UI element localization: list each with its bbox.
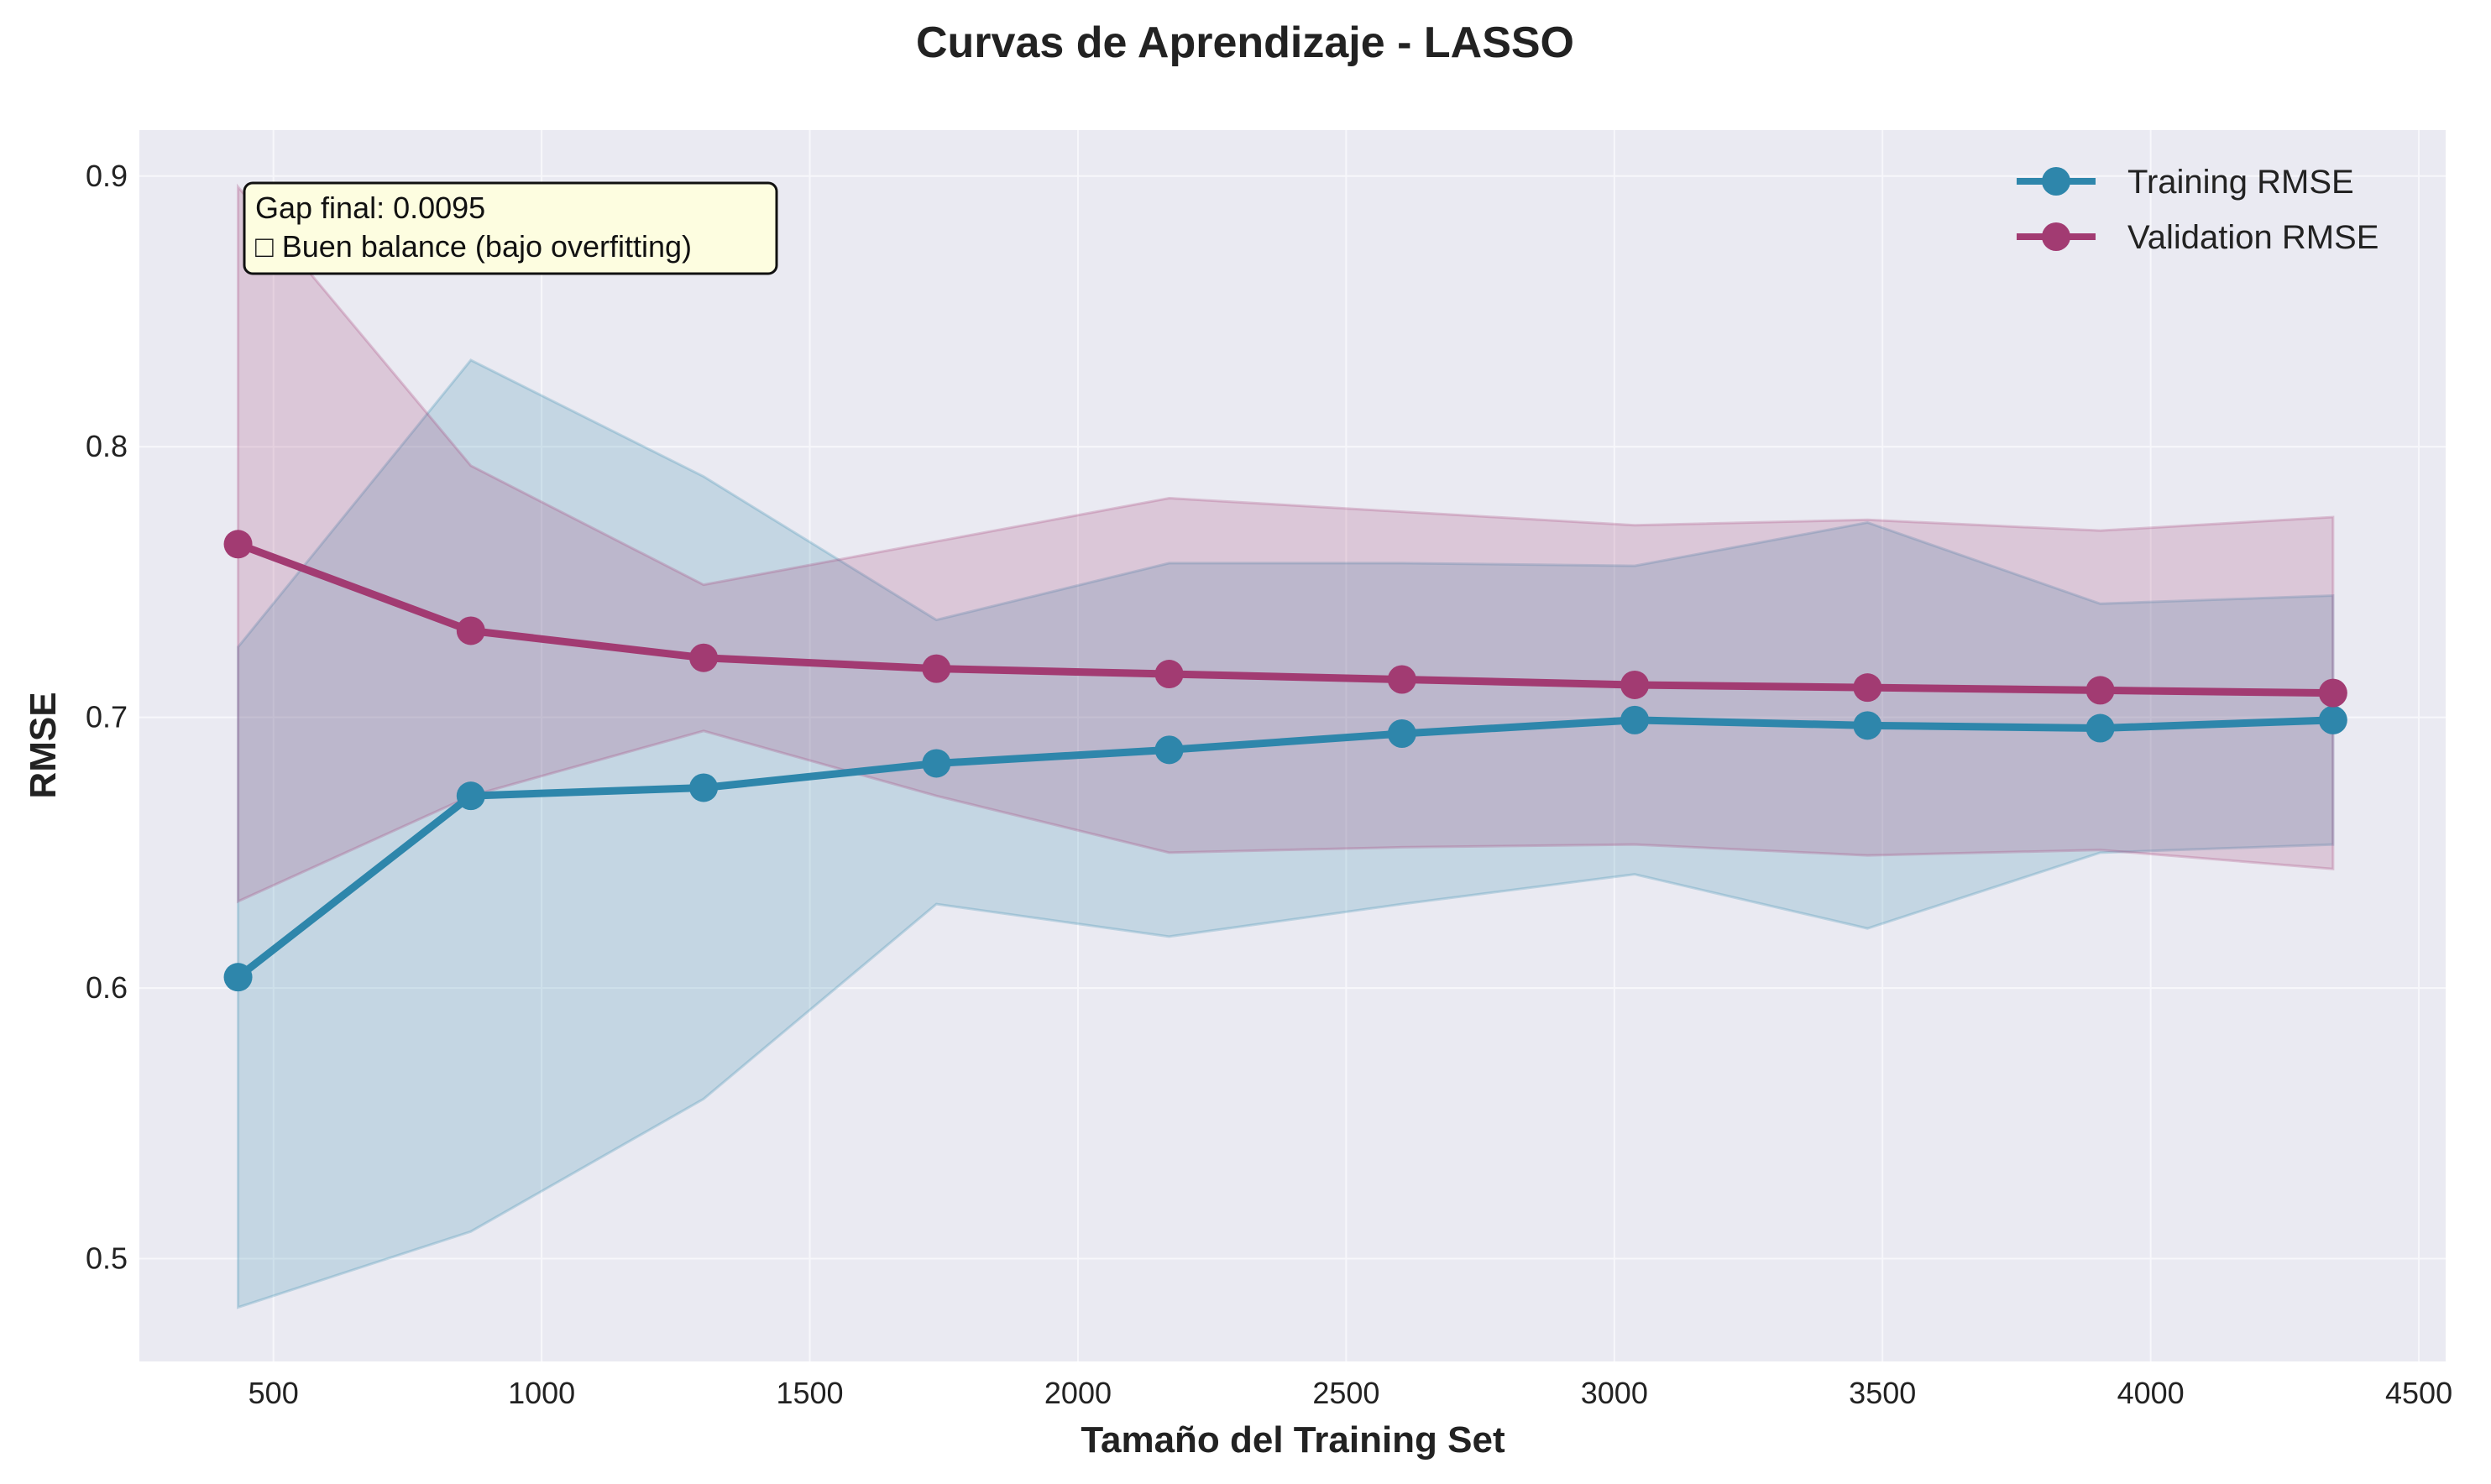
y-tick-label: 0.8 [86,429,128,463]
point-layer [223,530,2347,992]
validation-rmse-point [2085,676,2115,705]
x-tick-label: 500 [249,1376,299,1410]
training-rmse-point [2085,713,2115,743]
training-rmse-point [456,781,485,811]
training-rmse-point [689,773,719,802]
training-rmse-point [1387,718,1416,748]
validation-rmse-point [223,530,253,559]
legend-training-label: Training RMSE [2127,164,2354,201]
y-tick-labels: 0.5 0.6 0.7 0.8 0.9 [86,159,128,1276]
x-tick-label: 2000 [1044,1376,1112,1410]
training-rmse-line [235,716,2333,980]
grid-layer [139,130,2446,1361]
x-tick-labels: 500 1000 1500 2000 2500 3000 3500 4000 4500 [249,1376,2452,1410]
validation-rmse-line [236,541,2333,698]
validation-rmse-point [1620,670,1650,699]
line-layer [235,541,2333,980]
training-rmse-point [922,749,951,778]
training-rmse-point [1154,735,1184,765]
x-tick-label: 2500 [1312,1376,1379,1410]
validation-rmse-point [2318,678,2347,708]
training-rmse-point [1853,711,1882,740]
x-tick-label: 1500 [776,1376,843,1410]
legend-validation-marker [2042,222,2070,251]
y-tick-label: 0.6 [86,970,128,1005]
confidence-band-training [237,358,2335,1309]
y-axis-title: RMSE [23,692,64,798]
x-axis-title: Tamaño del Training Set [1081,1419,1505,1460]
training-rmse-point [1620,705,1650,734]
legend-training-marker [2042,167,2070,196]
validation-rmse-point [922,654,951,683]
validation-rmse-point [1387,665,1416,694]
legend-validation-label: Validation RMSE [2127,219,2378,256]
validation-rmse-point [456,616,485,645]
validation-rmse-point [1853,673,1882,703]
training-rmse-point [2318,705,2347,734]
x-tick-label: 1000 [508,1376,575,1410]
plot-area [139,130,2446,1361]
x-tick-label: 3000 [1581,1376,1648,1410]
x-tick-label: 4000 [2117,1376,2185,1410]
annotation-box: Gap final: 0.0095 □ Buen balance (bajo o… [243,181,778,275]
chart-title: Curvas de Aprendizaje - LASSO [916,18,1574,67]
training-rmse-point [223,963,253,992]
annotation-frame [243,181,778,275]
x-tick-label: 4500 [2385,1376,2452,1410]
validation-rmse-point [1154,660,1184,689]
y-tick-label: 0.9 [86,159,128,193]
annotation-gap-text: Gap final: 0.0095 [255,191,485,225]
y-tick-label: 0.5 [86,1241,128,1275]
annotation-balance-text: □ Buen balance (bajo overfitting) [255,229,692,264]
legend: Training RMSE Validation RMSE [2017,164,2378,256]
y-tick-label: 0.7 [86,700,128,734]
validation-rmse-point [689,643,719,672]
x-tick-label: 3500 [1849,1376,1916,1410]
